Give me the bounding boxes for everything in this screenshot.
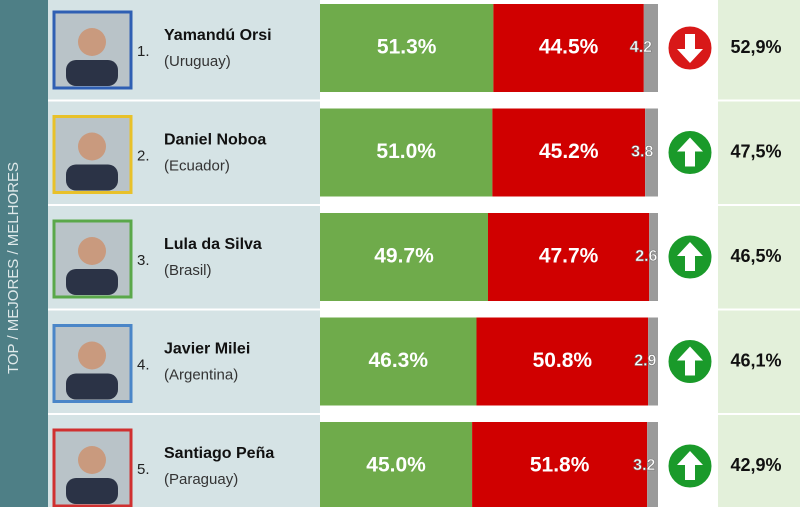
disapprove-label: 50.8% [533,349,593,372]
photo-head [78,132,106,161]
neutral-bar [649,213,658,301]
score: 47,5% [730,141,781,161]
neutral-bar [647,422,658,507]
name: Santiago Peña [164,445,274,462]
photo-body [66,164,118,191]
neutral-label: 2.6 [635,248,657,265]
neutral-bar [643,4,658,92]
rank: 5. [137,461,150,478]
neutral-bar [648,317,658,406]
photo-body [66,373,118,400]
disapprove-label: 47.7% [539,245,599,268]
approve-bar [320,108,493,197]
disapprove-label: 44.5% [539,36,599,59]
neutral-bar [645,108,658,197]
score: 46,1% [730,350,781,370]
name: Lula da Silva [164,236,262,253]
trend-arrow [677,451,703,480]
trend-arrow [677,346,703,376]
photo-body [66,478,118,504]
approve-label: 51.0% [376,140,436,163]
country: (Argentina) [164,366,238,383]
disapprove-bar [493,4,644,92]
neutral-label: 4.2 [630,39,652,56]
disapprove-bar [472,422,648,507]
score-panel [718,0,800,507]
approve-label: 49.7% [374,245,434,268]
photo-body [66,269,118,295]
neutral-label: 2.9 [634,353,656,370]
approve-bar [320,317,477,406]
approve-label: 51.3% [377,36,437,59]
disapprove-label: 51.8% [530,454,590,477]
rank: 2. [137,147,150,164]
name: Javier Milei [164,341,250,358]
trend-arrow [677,137,703,167]
disapprove-bar [492,108,646,197]
trend-arrow [677,34,703,63]
photo-head [78,237,106,265]
approve-bar [320,422,473,507]
rank: 1. [137,43,150,60]
country: (Paraguay) [164,471,238,488]
rank: 3. [137,252,150,269]
approve-label: 46.3% [368,349,428,372]
sidebar-label: TOP / MEJORES / MELHORES [5,162,22,374]
score: 46,5% [730,246,781,266]
trend-arrow [677,242,703,271]
score: 42,9% [730,455,781,475]
approve-bar [320,4,494,92]
approve-label: 45.0% [366,454,426,477]
sidebar [0,0,48,507]
disapprove-label: 45.2% [539,140,599,163]
approve-bar [320,213,488,301]
disapprove-bar [476,317,649,406]
country: (Uruguay) [164,53,231,70]
photo-body [66,60,118,86]
neutral-label: 3.2 [633,457,655,474]
name: Daniel Noboa [164,132,266,149]
country: (Ecuador) [164,157,230,174]
neutral-label: 3.8 [631,144,653,161]
disapprove-bar [487,213,650,301]
rank: 4. [137,356,150,373]
photo-head [78,341,106,370]
score: 52,9% [730,37,781,57]
name: Yamandú Orsi [164,27,272,44]
photo-head [78,446,106,474]
photo-head [78,28,106,56]
country: (Brasil) [164,262,212,279]
